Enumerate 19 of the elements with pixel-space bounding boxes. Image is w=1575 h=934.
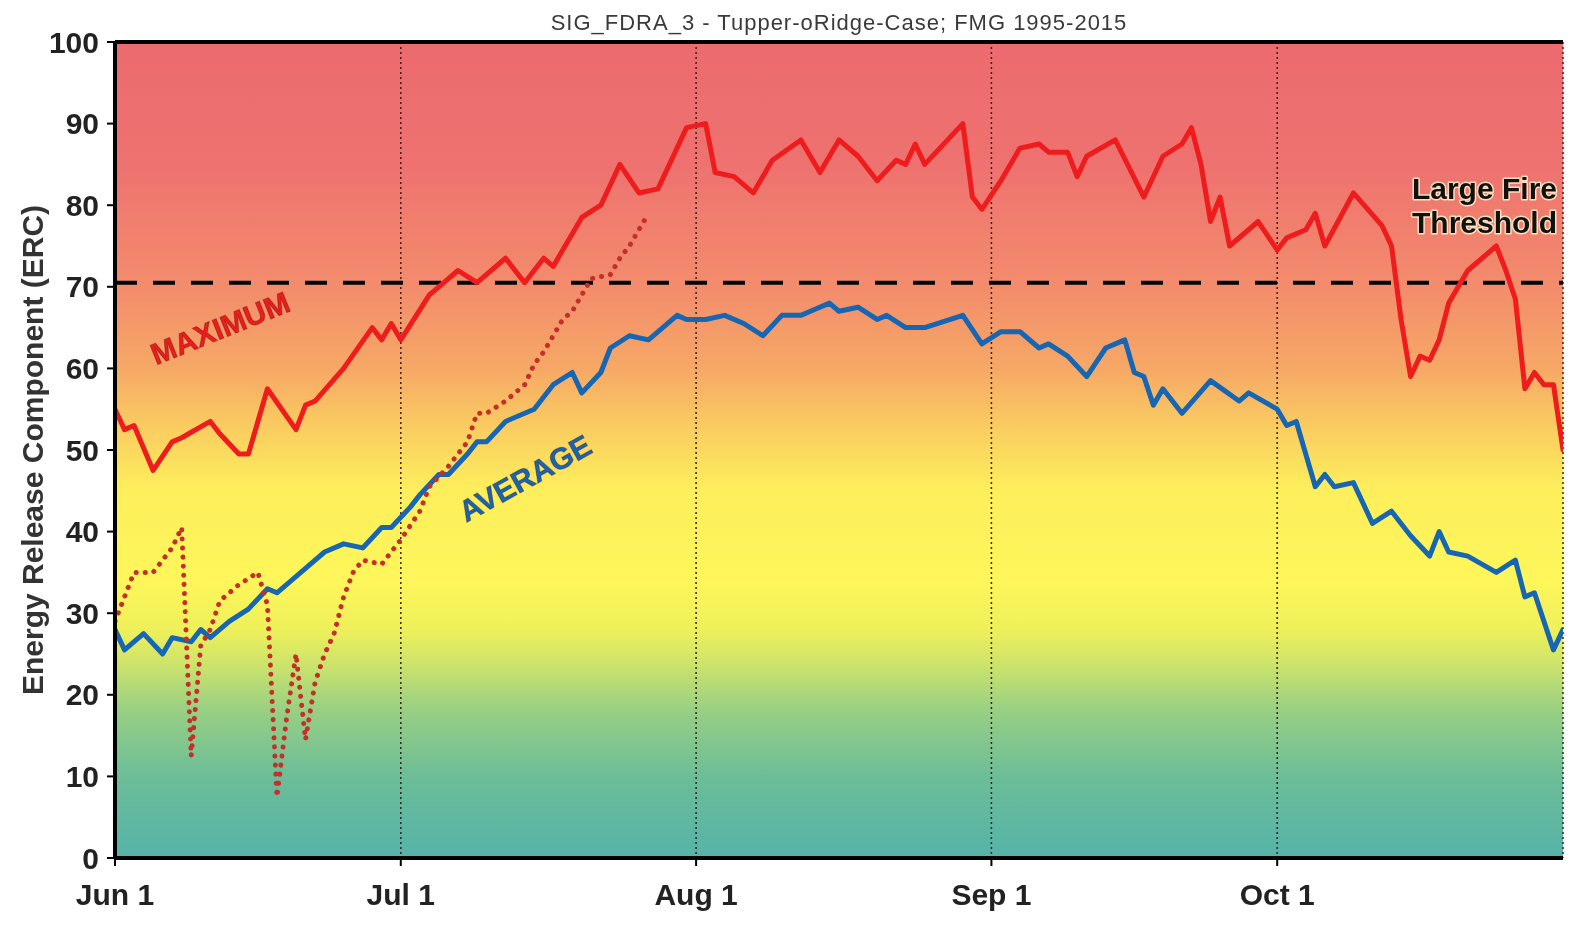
- x-tick-label: Sep 1: [951, 878, 1032, 912]
- chart-title: SIG_FDRA_3 - Tupper-oRidge-Case; FMG 1995-2015: [549, 10, 1129, 36]
- x-tick-label: Jun 1: [75, 878, 155, 912]
- y-tick-label: 60: [65, 352, 99, 386]
- x-tick-label: Jul 1: [366, 878, 435, 912]
- y-tick-label: 80: [65, 188, 99, 222]
- y-tick-label: 0: [82, 841, 99, 875]
- y-tick-label: 100: [48, 25, 99, 59]
- y-tick-label: 50: [65, 433, 99, 467]
- x-tick-label: Oct 1: [1239, 878, 1315, 912]
- x-tick-label: Aug 1: [654, 878, 738, 912]
- y-tick-label: 10: [65, 760, 99, 794]
- y-tick-label: 20: [65, 678, 99, 712]
- y-tick-label: 30: [65, 596, 99, 630]
- y-axis-title: Energy Release Component (ERC): [15, 204, 49, 696]
- ref-line-label: Large Fire Threshold: [1411, 171, 1557, 239]
- y-tick-label: 70: [65, 270, 99, 304]
- y-tick-label: 90: [65, 107, 99, 141]
- y-tick-label: 40: [65, 515, 99, 549]
